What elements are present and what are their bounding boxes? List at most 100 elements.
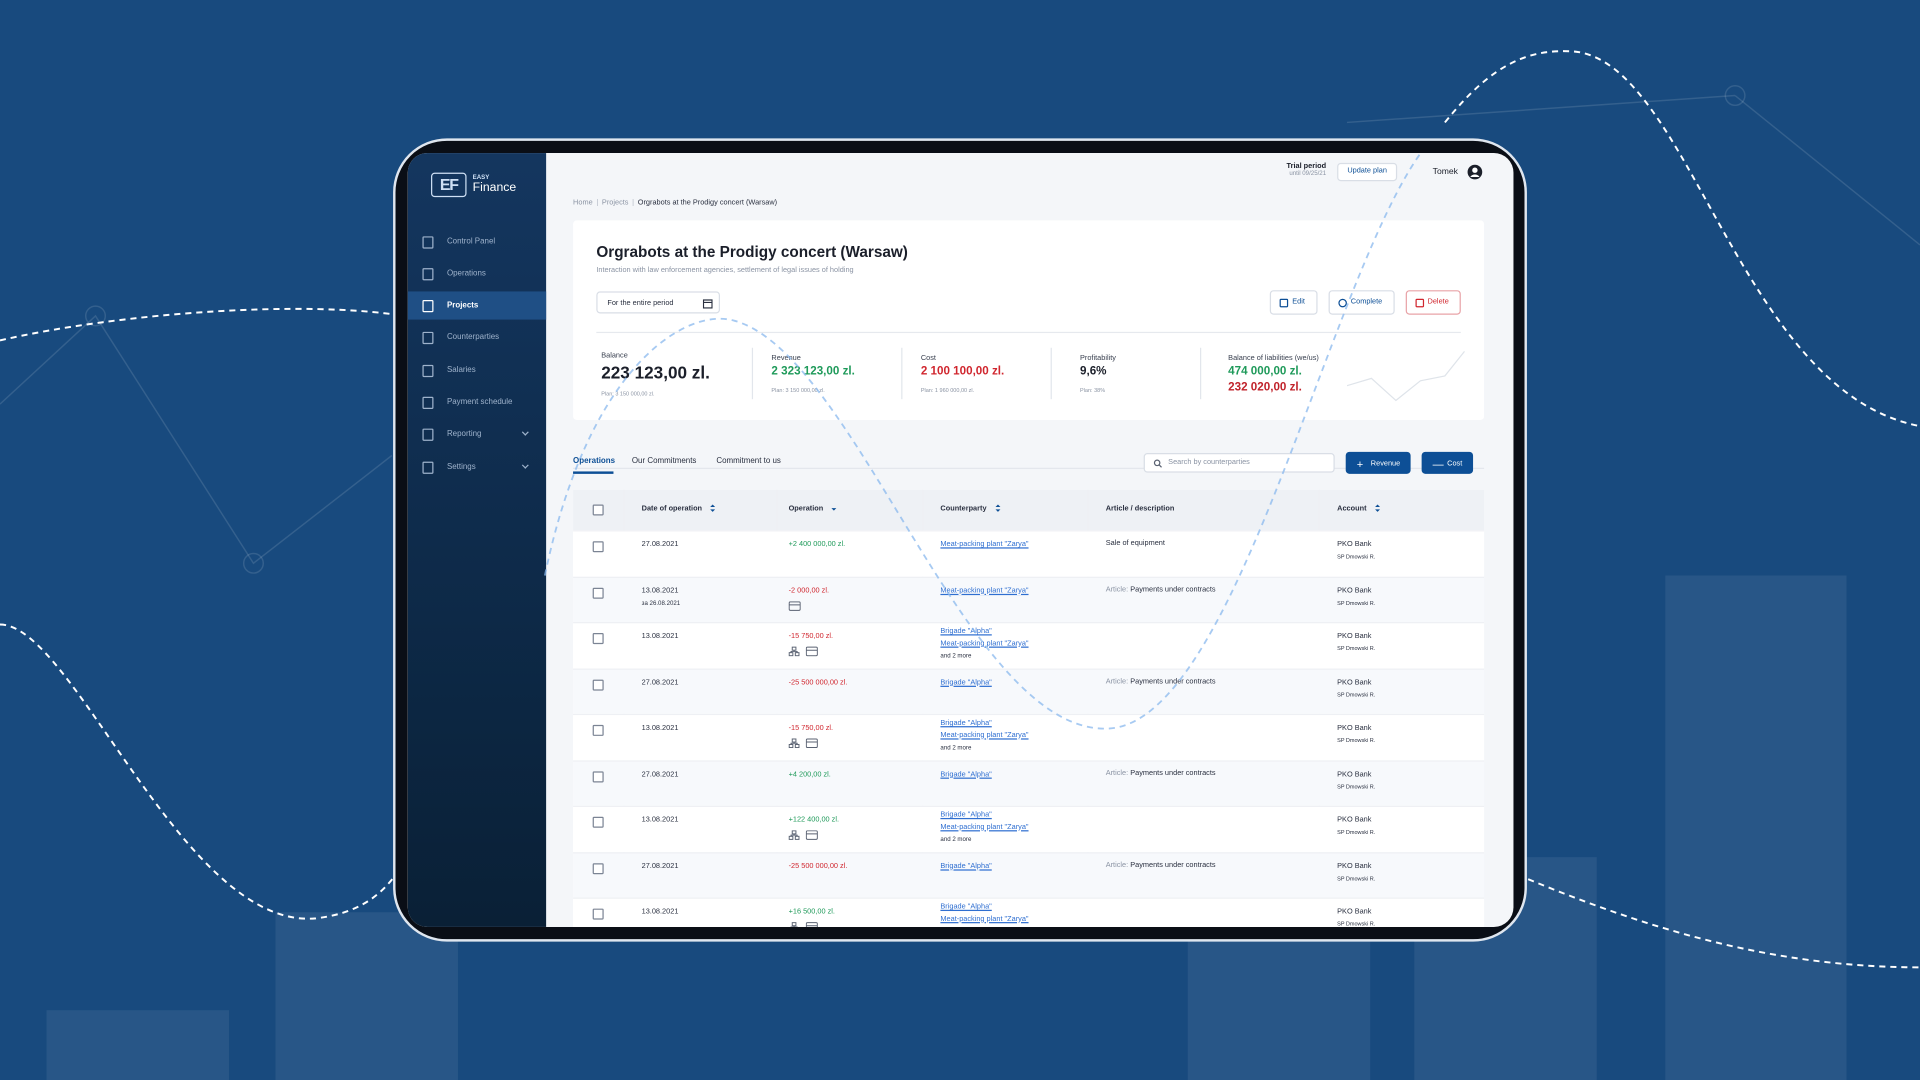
- counterparty-link[interactable]: Brigade "Alpha": [940, 903, 992, 912]
- action-icon: [1415, 298, 1425, 308]
- project-description: Interaction with law enforcement agencie…: [596, 266, 854, 275]
- account-sub: SP Dmowski R.: [1337, 874, 1376, 882]
- crumb[interactable]: Projects: [601, 199, 629, 207]
- action-icon: [1338, 298, 1347, 308]
- nav-item[interactable]: Control Panel: [408, 228, 546, 256]
- row-checkbox[interactable]: [592, 816, 604, 828]
- amount: -15 750,00 zl.: [788, 633, 834, 641]
- logo: EF: [431, 172, 467, 198]
- crumb: Orgrabots at the Prodigy concert (Warsaw…: [637, 199, 778, 207]
- column-header[interactable]: Counterparty: [940, 490, 1001, 530]
- metric-value: 9,6%: [1080, 364, 1107, 379]
- counterparty-link[interactable]: Brigade "Alpha": [940, 720, 992, 728]
- update-plan-button[interactable]: Update plan: [1337, 162, 1398, 182]
- nav-item[interactable]: Counterparties: [408, 323, 546, 351]
- counterparty-link[interactable]: Brigade "Alpha": [940, 678, 992, 687]
- search-box[interactable]: Search by counterparties: [1143, 453, 1335, 473]
- row-checkbox[interactable]: [592, 908, 604, 920]
- column-title: Date of operation: [641, 505, 703, 514]
- row-checkbox[interactable]: [592, 541, 604, 553]
- row-checkbox[interactable]: [592, 678, 604, 690]
- column-title: Account: [1337, 505, 1367, 514]
- nav-label: Counterparties: [446, 333, 500, 342]
- add-button[interactable]: + Revenue: [1345, 451, 1411, 474]
- row-checkbox[interactable]: [592, 724, 604, 736]
- period-select[interactable]: For the entire period: [596, 291, 720, 314]
- article-text: Sale of equipment: [1105, 540, 1165, 548]
- tab[interactable]: Commitment to us: [716, 456, 781, 466]
- column-header[interactable]: Account: [1337, 490, 1380, 530]
- user-name[interactable]: Tomek: [1432, 167, 1458, 177]
- nav-item[interactable]: Payment schedule: [408, 388, 546, 416]
- row-checkbox[interactable]: [592, 587, 604, 599]
- nav-label: Reporting: [446, 429, 482, 439]
- account-sub: SP Dmowski R.: [1337, 599, 1376, 606]
- more-counterparties[interactable]: and 2 more: [940, 836, 972, 844]
- column-header[interactable]: Operation: [789, 490, 837, 530]
- counterparty-link[interactable]: Brigade "Alpha": [940, 770, 992, 779]
- article: Article: Payments under contracts: [1106, 770, 1216, 777]
- more-counterparties[interactable]: and 2 more: [940, 744, 972, 752]
- counterparty-link[interactable]: Meat-packing plant "Zarya": [940, 915, 1029, 923]
- nav-item[interactable]: Settings: [408, 453, 546, 481]
- crumb[interactable]: Home: [573, 199, 593, 207]
- counterparty-link[interactable]: Brigade "Alpha": [940, 862, 992, 870]
- account-sub: SP Dmowski R.: [1337, 553, 1376, 560]
- sort-up: [995, 504, 1001, 507]
- article-label: Article:: [1105, 769, 1129, 777]
- counterparty-link[interactable]: Brigade "Alpha": [940, 628, 992, 636]
- date: 13.08.2021: [641, 724, 679, 733]
- column-header[interactable]: Date of operation: [641, 490, 716, 530]
- header-checkbox[interactable]: [592, 504, 604, 516]
- action-button[interactable]: Complete: [1328, 290, 1395, 315]
- date: 13.08.2021: [641, 816, 679, 825]
- nav-icon: [422, 236, 434, 249]
- tab[interactable]: Operations: [573, 456, 616, 466]
- action-label: Complete: [1350, 298, 1383, 307]
- table-row: 13.08.2021 за 26.08.2021 -2 000,00 zl. Meat…: [573, 576, 1485, 623]
- action-button[interactable]: Edit: [1269, 290, 1318, 315]
- nav-item[interactable]: Salaries: [408, 356, 546, 384]
- card-icon: [805, 830, 818, 840]
- sparkline-decor: [1346, 351, 1465, 402]
- more-counterparties[interactable]: and 2 more: [940, 652, 972, 660]
- counterparty-link[interactable]: Brigade "Alpha": [940, 811, 992, 820]
- date: 27.08.2021: [641, 770, 679, 779]
- nav-label: Control Panel: [446, 237, 496, 247]
- nav-icon: [422, 396, 434, 409]
- nav-item[interactable]: Projects: [407, 291, 547, 320]
- metric-label: Cost: [920, 355, 936, 363]
- button-label: Cost: [1447, 460, 1463, 468]
- avatar-icon[interactable]: [1467, 164, 1483, 180]
- account-sub: SP Dmowski R.: [1337, 691, 1376, 698]
- row-checkbox[interactable]: [592, 770, 604, 782]
- account: PKO Bank: [1337, 816, 1372, 825]
- metric-plan: Plan: 3 150 000,00 zl.: [601, 390, 655, 397]
- row-checkbox[interactable]: [592, 862, 604, 874]
- date: 13.08.2021: [641, 908, 679, 916]
- counterparty-link[interactable]: Meat-packing plant "Zarya": [940, 587, 1029, 595]
- add-button[interactable]: — Cost: [1421, 451, 1474, 474]
- counterparty-link[interactable]: Meat-packing plant "Zarya": [940, 731, 1029, 739]
- article-label: Article:: [1105, 861, 1129, 869]
- counterparty-link[interactable]: Meat-packing plant "Zarya": [940, 541, 1029, 549]
- nav-item[interactable]: Operations: [408, 260, 546, 288]
- tab[interactable]: Our Commitments: [631, 456, 697, 466]
- metric-plan: Plan: 38%: [1080, 386, 1106, 394]
- account-sub: SP Dmowski R.: [1337, 645, 1376, 652]
- row-checkbox[interactable]: [592, 633, 604, 645]
- account: PKO Bank: [1337, 908, 1372, 916]
- nav-label: Operations: [446, 269, 486, 278]
- nav-item[interactable]: Reporting: [408, 420, 546, 448]
- action-button[interactable]: Delete: [1405, 290, 1461, 315]
- metric-value: 2 100 100,00 zl.: [920, 364, 1005, 379]
- trial-info: Trial period until 09/25/21: [1287, 163, 1327, 178]
- brand-name: Finance: [472, 181, 517, 195]
- counterparty-link[interactable]: Meat-packing plant "Zarya": [940, 639, 1029, 648]
- trial-until: until 09/25/21: [1289, 170, 1327, 178]
- nav-icon: [422, 428, 434, 441]
- metric-value: 474 000,00 zl.: [1228, 364, 1302, 379]
- counterparty-link[interactable]: Meat-packing plant "Zarya": [940, 823, 1029, 831]
